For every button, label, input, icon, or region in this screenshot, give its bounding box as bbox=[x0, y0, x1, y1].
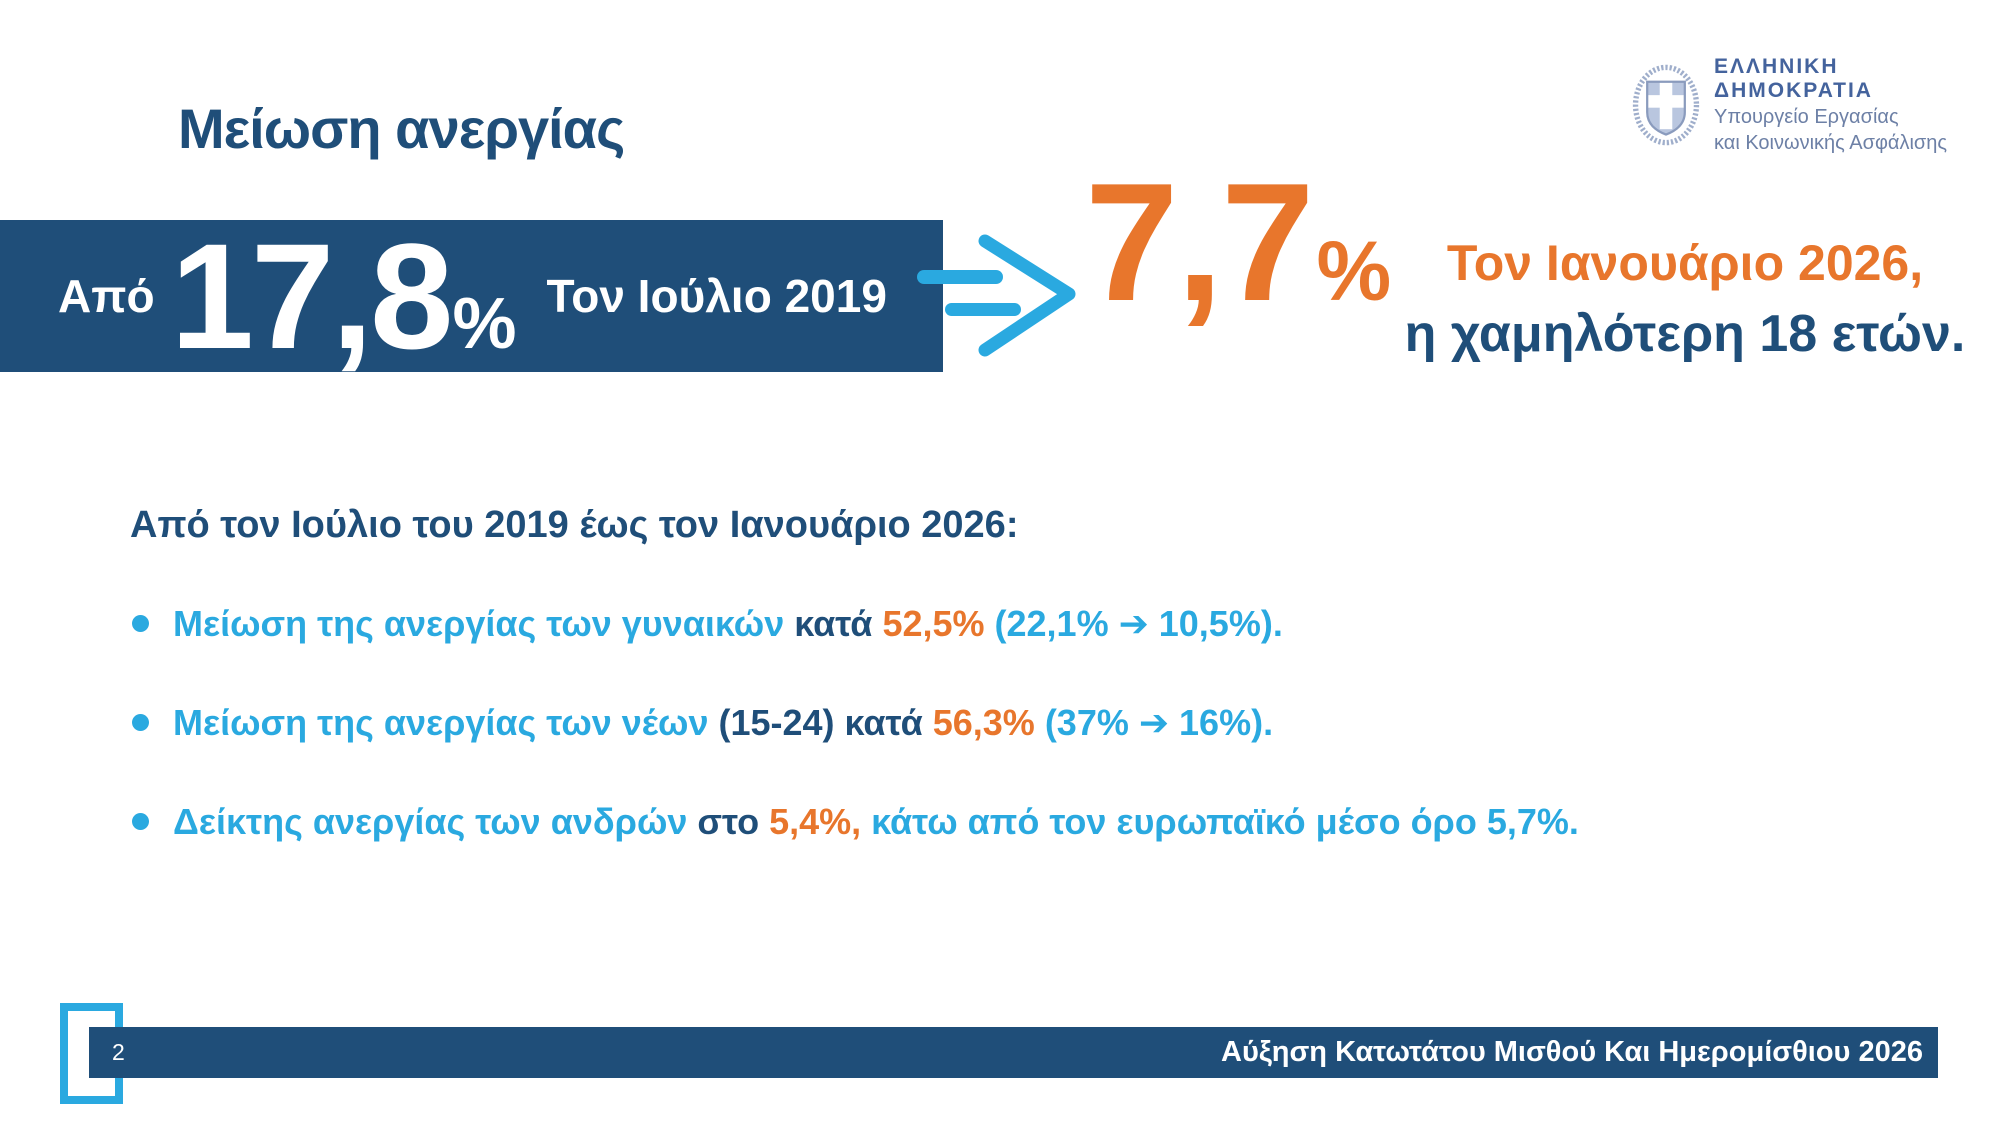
list-item: Δείκτης ανεργίας των ανδρών στο 5,4%, κά… bbox=[132, 800, 1882, 843]
new-rate-period: Τον Ιανουάριο 2026, η χαμηλότερη 18 ετών… bbox=[1395, 228, 1975, 371]
new-rate-value: 7,7% bbox=[1085, 158, 1391, 326]
old-rate-prefix: Από bbox=[58, 270, 155, 322]
old-rate-value: 17,8% bbox=[170, 211, 517, 380]
old-rate-banner: Από 17,8% Τον Ιούλιο 2019 bbox=[0, 220, 943, 372]
government-logo: ΕΛΛΗΝΙΚΗ ΔΗΜΟΚΡΑΤΙΑ Υπουργείο Εργασίας κ… bbox=[1630, 55, 2000, 155]
old-rate-period: Τον Ιούλιο 2019 bbox=[546, 270, 887, 322]
old-rate-number: 17,8 bbox=[170, 211, 454, 380]
bullet-dot-icon bbox=[132, 714, 149, 732]
bullet-text: Μείωση της ανεργίας των γυναικών κατά 52… bbox=[173, 603, 1283, 644]
logo-text: ΕΛΛΗΝΙΚΗ ΔΗΜΟΚΡΑΤΙΑ Υπουργείο Εργασίας κ… bbox=[1714, 55, 2000, 155]
new-rate-percent-sign: % bbox=[1316, 224, 1392, 318]
page-title: Μείωση ανεργίας bbox=[178, 97, 625, 160]
bullet-dot-icon bbox=[132, 615, 149, 632]
list-item: Μείωση της ανεργίας των γυναικών κατά 52… bbox=[132, 602, 1882, 645]
logo-line3: και Κοινωνικής Ασφάλισης bbox=[1714, 132, 1948, 154]
coat-of-arms-icon bbox=[1632, 64, 1700, 146]
transition-arrow-icon bbox=[917, 234, 1076, 357]
logo-line1: ΕΛΛΗΝΙΚΗ ΔΗΜΟΚΡΑΤΙΑ bbox=[1714, 55, 1873, 102]
bullet-text: Δείκτης ανεργίας των ανδρών στο 5,4%, κά… bbox=[173, 801, 1579, 843]
body-heading: Από τον Ιούλιο του 2019 έως τον Ιανουάρι… bbox=[130, 504, 1019, 546]
new-period-line2: η χαμηλότερη 18 ετών. bbox=[1404, 305, 1966, 363]
bullet-dot-icon bbox=[132, 813, 149, 831]
old-rate-percent-sign: % bbox=[452, 283, 517, 364]
list-item: Μείωση της ανεργίας των νέων (15-24) κατ… bbox=[132, 701, 1882, 744]
bullet-list: Μείωση της ανεργίας των γυναικών κατά 52… bbox=[132, 602, 1882, 900]
page-number: 2 bbox=[112, 1039, 125, 1065]
footer-title: Αύξηση Κατωτάτου Μισθού Και Ημερομίσθιου… bbox=[1221, 1036, 1923, 1068]
bullet-text: Μείωση της ανεργίας των νέων (15-24) κατ… bbox=[173, 702, 1274, 744]
new-rate-number: 7,7 bbox=[1085, 148, 1315, 336]
new-period-line1: Τον Ιανουάριο 2026, bbox=[1446, 235, 1924, 291]
footer-bar: 2 Αύξηση Κατωτάτου Μισθού Και Ημερομίσθι… bbox=[89, 1027, 1938, 1078]
logo-line2: Υπουργείο Εργασίας bbox=[1714, 106, 1899, 128]
